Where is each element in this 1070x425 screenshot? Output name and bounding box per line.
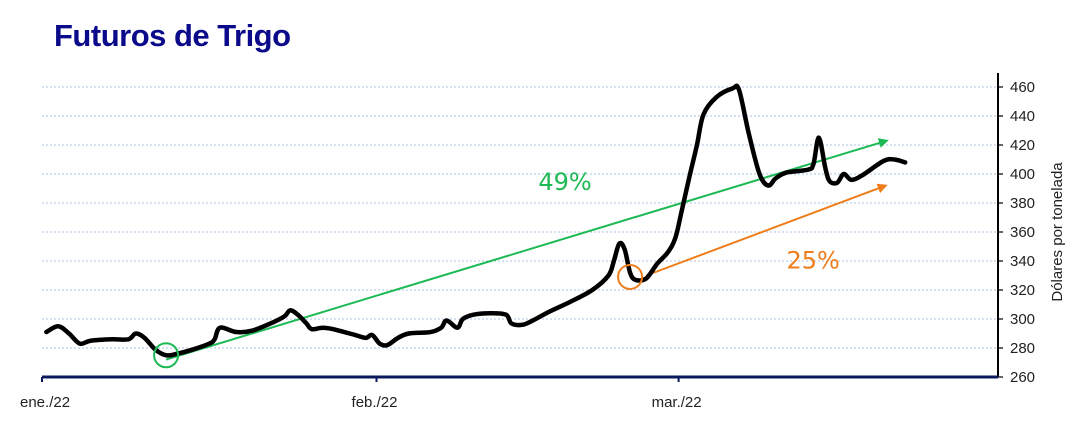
y-tick-label: 400 [1010,166,1035,183]
y-tick-label: 460 [1010,79,1035,96]
y-tick-label: 300 [1010,311,1035,328]
highlight-circle [617,263,644,290]
highlight-circle [153,342,180,369]
y-tick-label: 260 [1010,369,1035,386]
y-axis-label: Dólares por tonelada [1049,162,1066,302]
percent-label: 25% [787,246,840,274]
price-line [44,83,908,358]
y-tick-label: 360 [1010,224,1035,241]
x-tick-label: mar./22 [652,394,702,411]
y-tick-label: 340 [1010,253,1035,270]
trend-arrow [165,138,889,361]
chart-title: Futuros de Trigo [54,18,291,53]
x-tick-label: ene./22 [20,394,70,411]
trend-arrow [645,183,888,277]
percent-label: 49% [538,168,591,196]
y-tick-label: 320 [1010,282,1035,299]
y-tick-label: 420 [1010,137,1035,154]
y-tick-label: 280 [1010,340,1035,357]
y-tick-label: 380 [1010,195,1035,212]
y-tick-label: 440 [1010,108,1035,125]
x-tick-label: feb./22 [352,394,398,411]
